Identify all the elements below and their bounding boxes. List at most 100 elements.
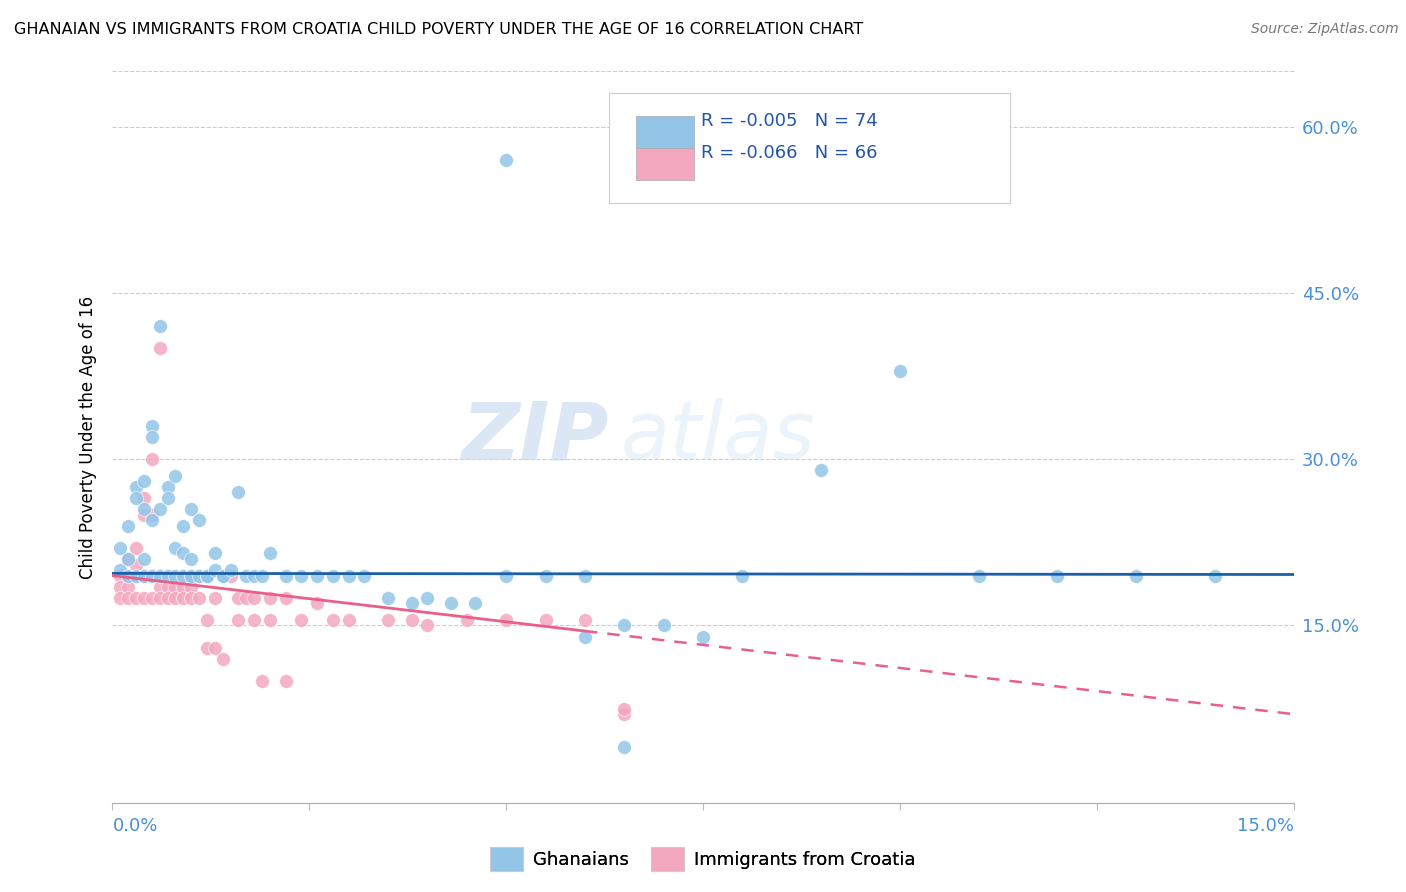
Point (259, 613, 281, 627)
Point (259, 591, 281, 605)
Point (613, 740, 636, 755)
Point (228, 485, 250, 500)
Point (125, 568, 148, 582)
Point (156, 568, 179, 582)
Point (180, 568, 202, 582)
Point (180, 580, 202, 594)
Point (165, 580, 187, 594)
Point (110, 580, 132, 594)
Point (156, 591, 179, 605)
Point (377, 613, 399, 627)
Point (117, 568, 139, 582)
Point (149, 502, 172, 516)
Point (117, 552, 139, 566)
Point (125, 568, 148, 582)
Point (290, 613, 312, 627)
Point (204, 591, 226, 605)
Point (165, 468, 187, 483)
Point (141, 430, 163, 444)
Point (188, 568, 211, 582)
Point (172, 580, 194, 594)
Point (141, 508, 163, 522)
Point (195, 640, 218, 655)
Point (1046, 568, 1069, 582)
Y-axis label: Child Poverty Under the Age of 16: Child Poverty Under the Age of 16 (79, 295, 97, 579)
Point (172, 546, 194, 560)
Point (574, 630, 596, 644)
Point (322, 613, 344, 627)
Point (180, 568, 202, 582)
Point (204, 563, 226, 577)
Point (235, 568, 257, 582)
Point (125, 541, 148, 555)
Point (243, 613, 266, 627)
Point (110, 568, 132, 582)
Text: atlas: atlas (620, 398, 815, 476)
Point (574, 568, 596, 582)
Point (149, 568, 172, 582)
Text: R = -0.005   N = 74: R = -0.005 N = 74 (700, 112, 877, 130)
Point (211, 568, 233, 582)
Point (125, 558, 148, 572)
Text: Source: ZipAtlas.com: Source: ZipAtlas.com (1251, 22, 1399, 37)
Point (495, 568, 517, 582)
Point (195, 568, 218, 582)
Text: GHANAIAN VS IMMIGRANTS FROM CROATIA CHILD POVERTY UNDER THE AGE OF 16 CORRELATIO: GHANAIAN VS IMMIGRANTS FROM CROATIA CHIL… (14, 22, 863, 37)
Point (889, 363, 911, 377)
Point (1125, 568, 1147, 582)
Point (235, 591, 257, 605)
Point (416, 618, 439, 632)
Point (243, 591, 266, 605)
Point (495, 613, 517, 627)
Point (172, 518, 194, 533)
Point (125, 480, 148, 494)
Point (132, 475, 155, 489)
Point (211, 651, 233, 665)
Text: R = -0.066   N = 66: R = -0.066 N = 66 (700, 145, 877, 162)
Point (613, 618, 636, 632)
Point (692, 630, 714, 644)
Point (967, 568, 990, 582)
Point (188, 591, 211, 605)
Point (110, 563, 132, 577)
Point (290, 568, 312, 582)
Point (132, 502, 155, 516)
Point (574, 613, 596, 627)
Point (188, 513, 211, 527)
Point (141, 591, 163, 605)
Point (165, 591, 187, 605)
Point (195, 568, 218, 582)
Point (353, 568, 375, 582)
Point (307, 568, 329, 582)
Point (228, 591, 250, 605)
Point (110, 541, 132, 555)
Point (141, 513, 163, 527)
Point (117, 552, 139, 566)
Point (456, 613, 478, 627)
Point (132, 568, 155, 582)
Point (204, 546, 226, 560)
Point (322, 568, 344, 582)
Point (259, 546, 281, 560)
Text: ZIP: ZIP (461, 398, 609, 476)
Point (195, 613, 218, 627)
Point (141, 568, 163, 582)
Point (337, 613, 360, 627)
Point (132, 491, 155, 505)
Text: 15.0%: 15.0% (1236, 817, 1294, 835)
Point (156, 480, 179, 494)
Point (401, 613, 423, 627)
Point (149, 568, 172, 582)
Point (464, 596, 486, 610)
Point (165, 568, 187, 582)
Point (180, 552, 202, 566)
Point (149, 580, 172, 594)
Point (1204, 568, 1226, 582)
Point (125, 491, 148, 505)
Point (125, 591, 148, 605)
Point (132, 508, 155, 522)
Point (172, 591, 194, 605)
Point (132, 552, 155, 566)
Point (188, 568, 211, 582)
FancyBboxPatch shape (636, 116, 693, 148)
